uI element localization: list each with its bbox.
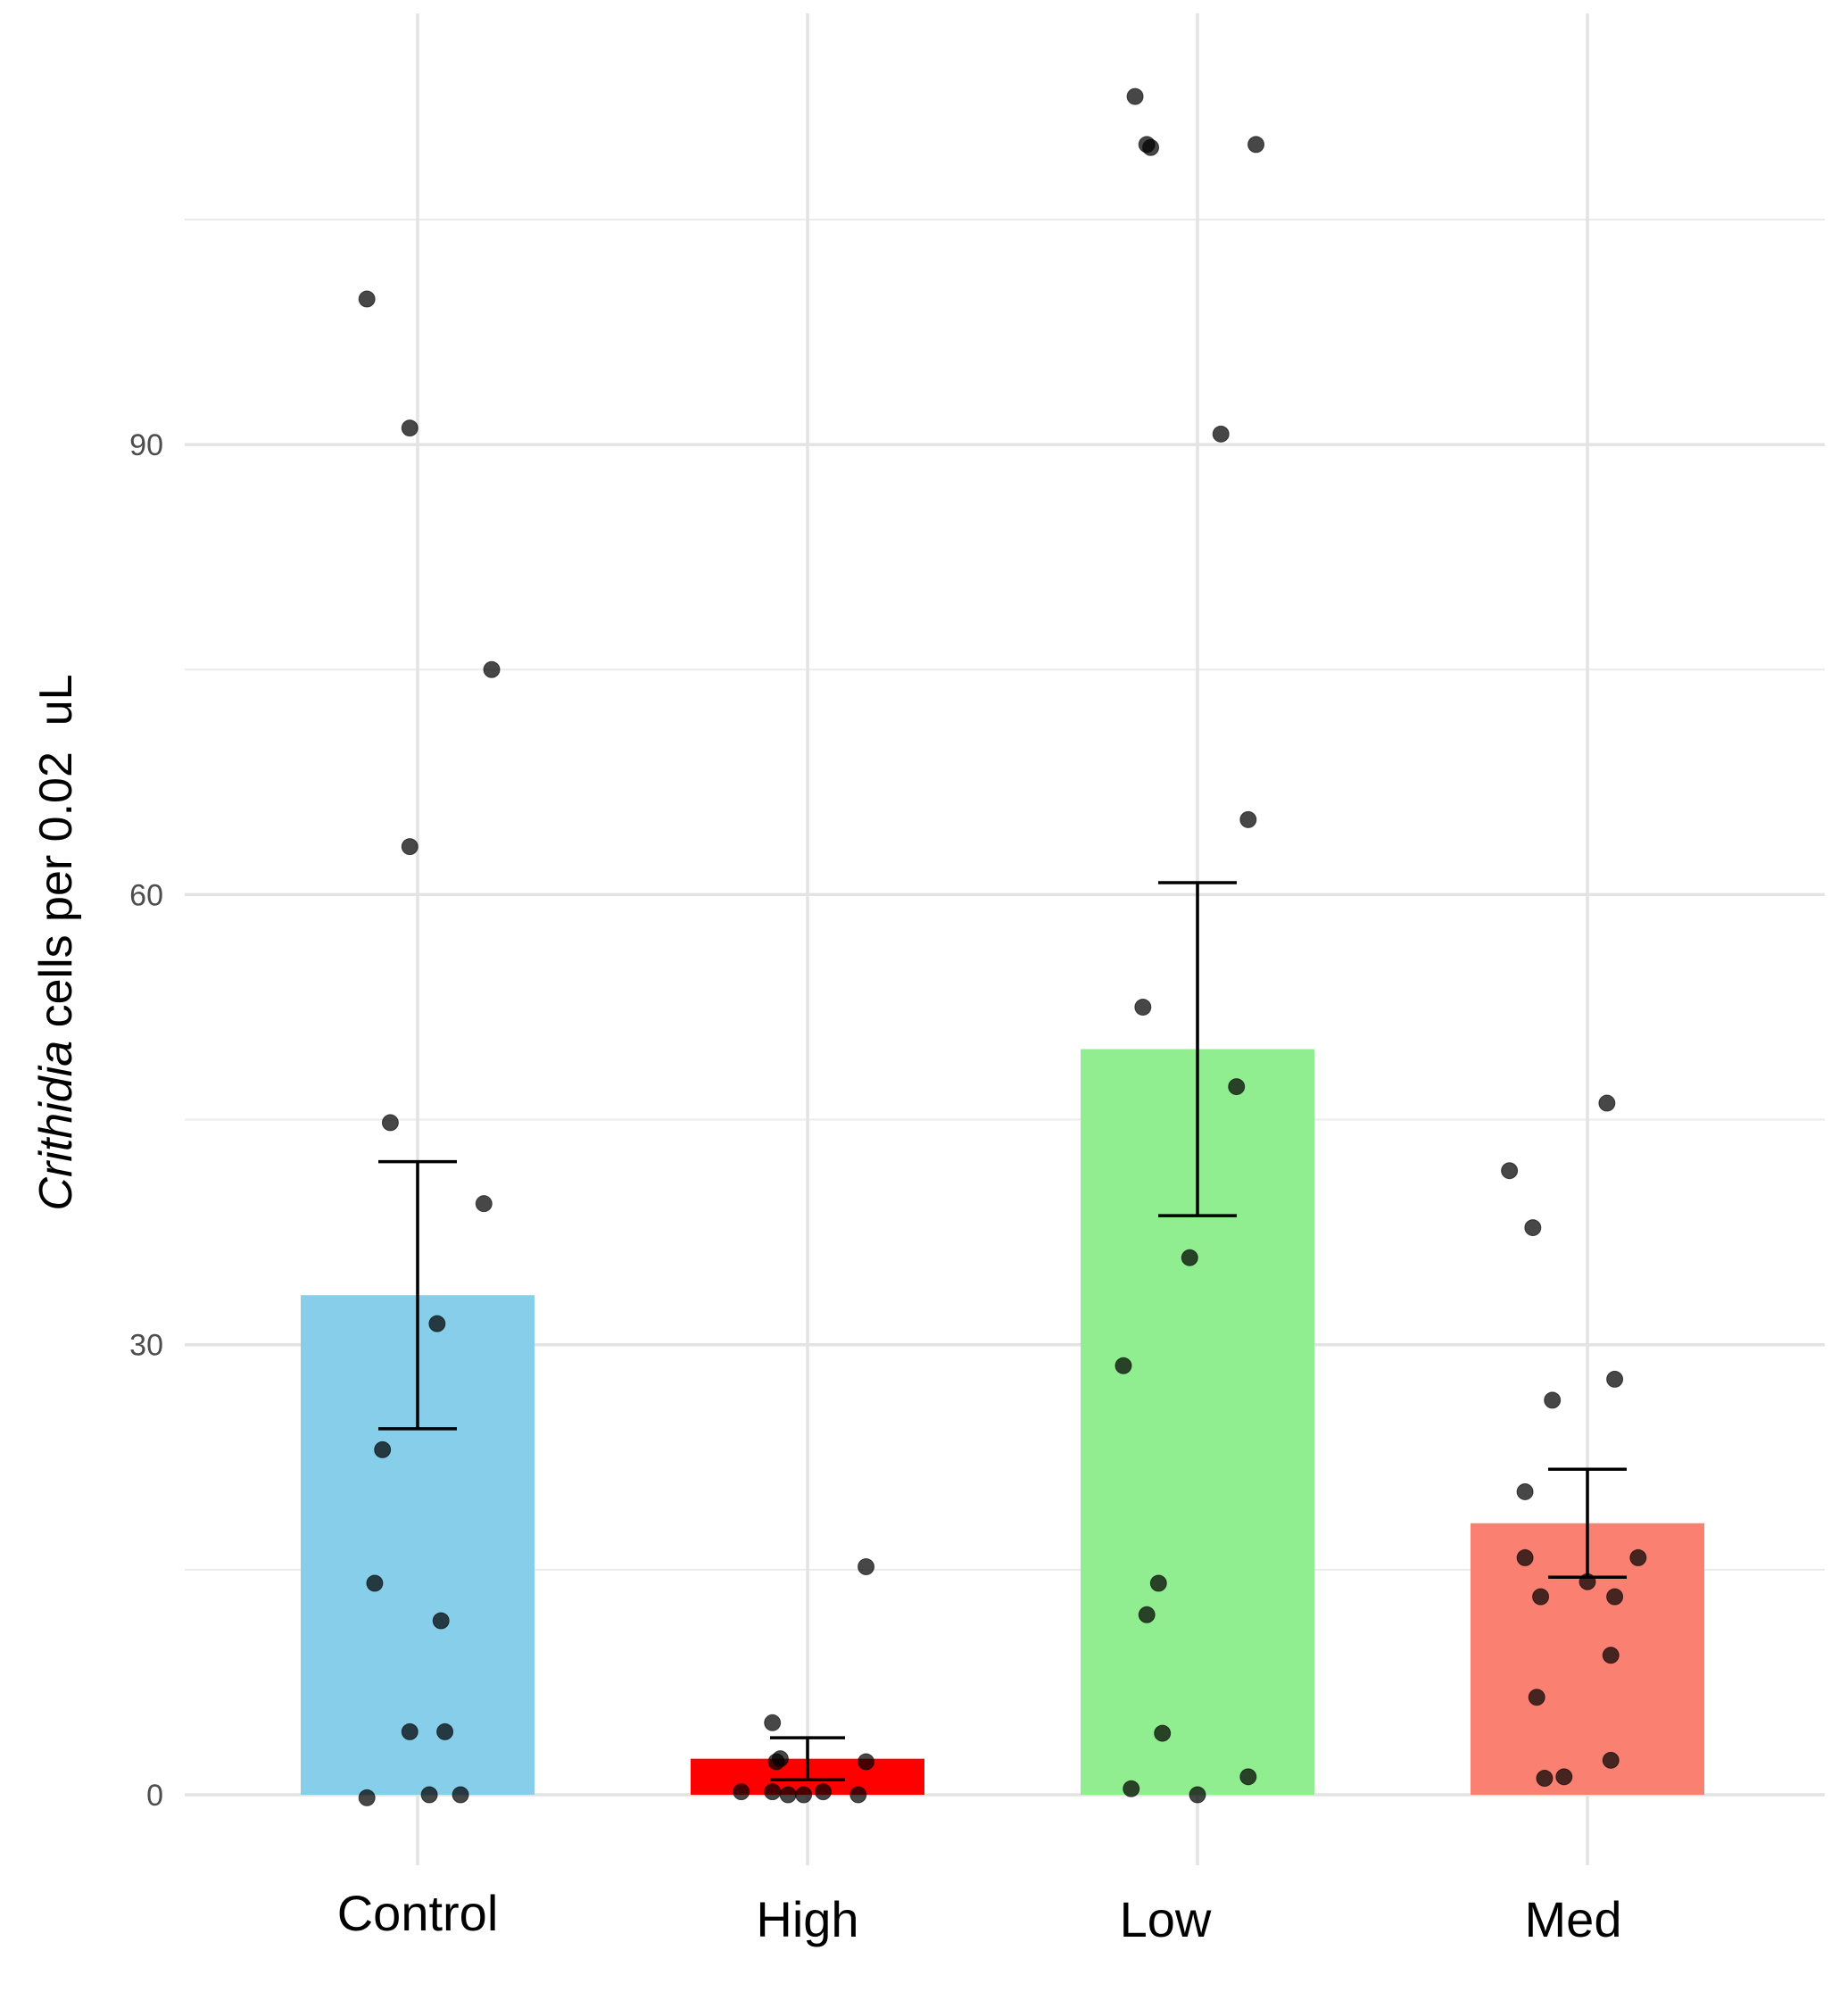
- data-point: [483, 660, 501, 678]
- data-point: [1239, 1768, 1257, 1786]
- data-point: [814, 1783, 832, 1801]
- data-point: [733, 1783, 750, 1801]
- data-point: [358, 1789, 376, 1806]
- data-point: [1606, 1370, 1624, 1388]
- data-point: [1602, 1751, 1620, 1769]
- x-tick-label-med: Med: [1525, 1891, 1622, 1947]
- data-point: [1189, 1786, 1206, 1804]
- data-point: [1516, 1482, 1534, 1500]
- data-point: [779, 1786, 797, 1804]
- data-point: [1149, 1574, 1167, 1592]
- data-point: [475, 1195, 493, 1213]
- data-point: [401, 838, 418, 856]
- data-point: [1154, 1724, 1172, 1742]
- data-point: [1524, 1219, 1542, 1237]
- data-point: [401, 419, 418, 437]
- data-point: [1134, 998, 1152, 1016]
- data-point: [1579, 1573, 1596, 1590]
- bars-layer: [301, 1049, 1704, 1795]
- x-tick-label-control: Control: [337, 1885, 499, 1941]
- error-bar-layer: [378, 881, 1627, 1781]
- data-point: [1606, 1588, 1624, 1606]
- data-point: [432, 1612, 450, 1630]
- data-point: [1544, 1391, 1562, 1409]
- data-point: [1138, 1606, 1156, 1623]
- data-point: [358, 290, 376, 308]
- data-point: [420, 1786, 438, 1804]
- y-axis-label-rest: cells per 0.02 uL: [30, 674, 82, 1040]
- data-point: [858, 1557, 875, 1575]
- data-point: [1536, 1770, 1554, 1788]
- y-tick-label: 60: [129, 878, 163, 912]
- y-tick-label: 30: [129, 1329, 163, 1363]
- points-layer: [358, 87, 1647, 1806]
- data-point: [452, 1786, 469, 1804]
- data-point: [1212, 425, 1230, 443]
- data-point: [366, 1574, 384, 1592]
- data-point: [1602, 1647, 1620, 1664]
- data-point: [767, 1753, 785, 1771]
- data-point: [858, 1753, 875, 1771]
- data-point: [381, 1114, 399, 1132]
- data-point: [795, 1786, 813, 1804]
- data-point: [1247, 136, 1265, 154]
- data-point: [1115, 1357, 1132, 1374]
- data-point: [428, 1315, 446, 1332]
- x-tick-labels: Control High Low Med: [337, 1885, 1622, 1947]
- data-point: [1181, 1249, 1198, 1266]
- y-tick-labels: 0 30 60 90: [129, 428, 163, 1813]
- data-point: [1126, 87, 1144, 105]
- data-point: [1516, 1548, 1534, 1566]
- data-point: [401, 1722, 418, 1740]
- x-tick-label-low: Low: [1120, 1891, 1212, 1947]
- data-point: [1532, 1588, 1550, 1606]
- x-tick-label-high: High: [756, 1891, 858, 1947]
- y-axis-label-italic: Crithidia: [30, 1041, 82, 1211]
- data-point: [764, 1783, 782, 1801]
- data-point: [849, 1786, 867, 1804]
- data-point: [1239, 810, 1257, 828]
- y-axis-label: Crithidia cells per 0.02 uL: [30, 674, 82, 1210]
- data-point: [764, 1714, 782, 1731]
- data-point: [1142, 138, 1160, 156]
- y-tick-label: 90: [129, 428, 163, 462]
- data-point: [1528, 1689, 1546, 1706]
- data-point: [1228, 1078, 1246, 1096]
- data-point: [1501, 1162, 1519, 1180]
- data-point: [1555, 1768, 1573, 1786]
- data-point: [1598, 1094, 1616, 1112]
- data-point: [1629, 1548, 1647, 1566]
- y-tick-label: 0: [146, 1779, 163, 1813]
- data-point: [436, 1722, 454, 1740]
- data-point: [374, 1440, 392, 1458]
- data-point: [1123, 1780, 1140, 1797]
